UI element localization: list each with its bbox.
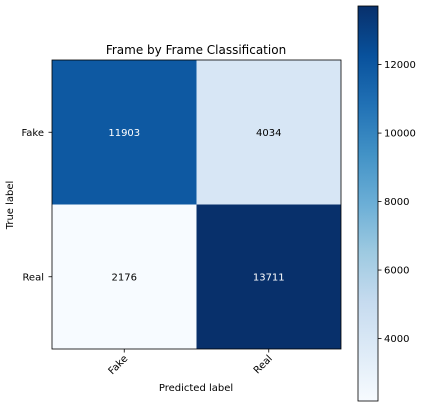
y-tick-label: Fake	[21, 128, 44, 139]
cell-value-label: 13711	[253, 272, 285, 283]
heatmap-cells	[52, 60, 341, 349]
y-axis-label: True label	[5, 181, 16, 231]
x-tick-label: Fake	[107, 353, 131, 377]
x-tick-label: Real	[252, 353, 275, 376]
x-axis-label: Predicted label	[159, 383, 233, 394]
colorbar-tick-label: 6000	[384, 266, 409, 277]
y-tick-label: Real	[22, 272, 44, 283]
heatmap-cell-fake-real	[196, 60, 341, 205]
heatmap-cell-real-fake	[52, 204, 197, 349]
chart-title: Frame by Frame Classification	[106, 43, 286, 57]
cell-value-label: 11903	[108, 128, 140, 139]
cell-value-label: 2176	[112, 272, 137, 283]
heatmap-cell-labels: 11903 4034 2176 13711	[108, 128, 284, 284]
colorbar	[358, 6, 378, 401]
colorbar-frame	[357, 5, 379, 402]
colorbar-tick-label: 8000	[384, 197, 409, 208]
heatmap-cell-real-real	[196, 204, 341, 349]
plot-frame	[51, 59, 342, 350]
y-axis-ticks: Fake Real	[21, 128, 52, 283]
x-axis-ticks: Fake Real	[107, 349, 275, 377]
colorbar-tick-label: 10000	[384, 129, 416, 140]
colorbar-ticks: 4000 6000 8000 10000 12000	[378, 60, 416, 345]
colorbar-tick-label: 4000	[384, 334, 409, 345]
cell-value-label: 4034	[256, 128, 281, 139]
heatmap-cell-fake-fake	[52, 60, 197, 205]
colorbar-tick-label: 12000	[384, 60, 416, 71]
